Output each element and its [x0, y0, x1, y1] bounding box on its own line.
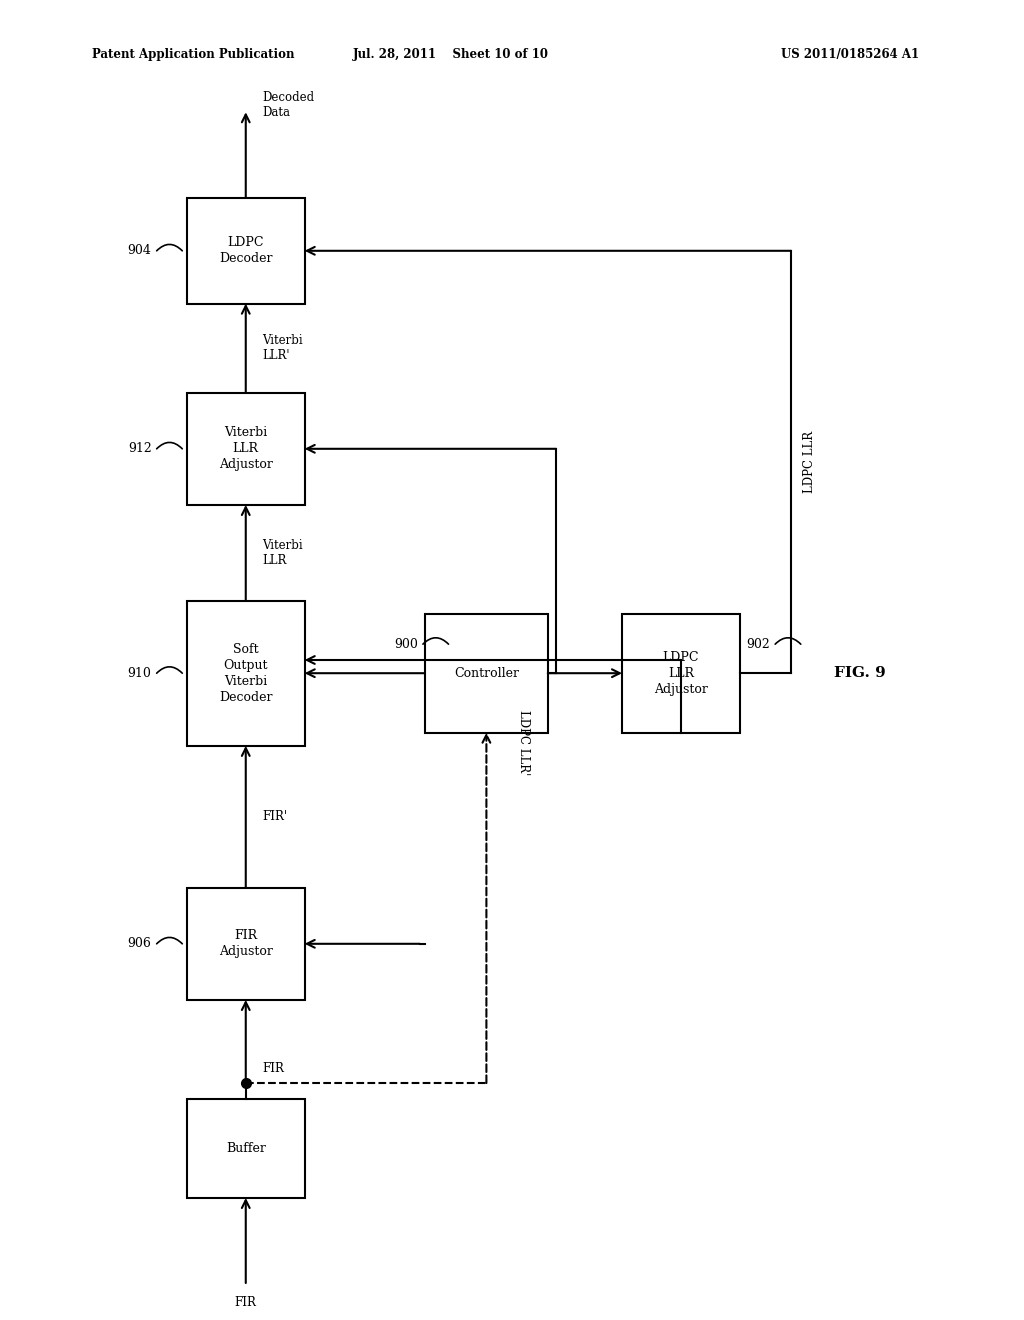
Text: FIR': FIR' [262, 810, 287, 824]
Text: Decoded
Data: Decoded Data [262, 91, 314, 119]
Text: Viterbi
LLR
Adjustor: Viterbi LLR Adjustor [219, 426, 272, 471]
Bar [425, 614, 548, 733]
Text: Controller: Controller [454, 667, 519, 680]
Text: Soft
Output
Viterbi
Decoder: Soft Output Viterbi Decoder [219, 643, 272, 704]
Text: 904: 904 [128, 244, 152, 257]
Text: Buffer: Buffer [226, 1142, 265, 1155]
Text: Viterbi
LLR: Viterbi LLR [262, 539, 303, 566]
Text: FIR: FIR [262, 1063, 284, 1074]
Bar [186, 198, 305, 304]
Text: FIG. 9: FIG. 9 [835, 667, 886, 680]
Bar [623, 614, 739, 733]
Bar [186, 601, 305, 746]
Text: 902: 902 [746, 638, 770, 651]
Text: FIR: FIR [234, 1296, 257, 1309]
Text: US 2011/0185264 A1: US 2011/0185264 A1 [781, 48, 919, 61]
Text: LDPC LLR': LDPC LLR' [517, 710, 530, 775]
Text: LDPC
LLR
Adjustor: LDPC LLR Adjustor [654, 651, 708, 696]
Text: LDPC
Decoder: LDPC Decoder [219, 236, 272, 265]
Text: 900: 900 [394, 638, 418, 651]
Bar [186, 393, 305, 504]
Text: FIR
Adjustor: FIR Adjustor [219, 929, 272, 958]
Text: Jul. 28, 2011    Sheet 10 of 10: Jul. 28, 2011 Sheet 10 of 10 [352, 48, 549, 61]
Text: LDPC LLR: LDPC LLR [803, 430, 816, 494]
Text: 912: 912 [128, 442, 152, 455]
Text: 910: 910 [128, 667, 152, 680]
Bar [186, 888, 305, 1001]
Text: Patent Application Publication: Patent Application Publication [92, 48, 295, 61]
Text: Viterbi
LLR': Viterbi LLR' [262, 334, 303, 362]
Text: 906: 906 [128, 937, 152, 950]
Bar [186, 1098, 305, 1199]
